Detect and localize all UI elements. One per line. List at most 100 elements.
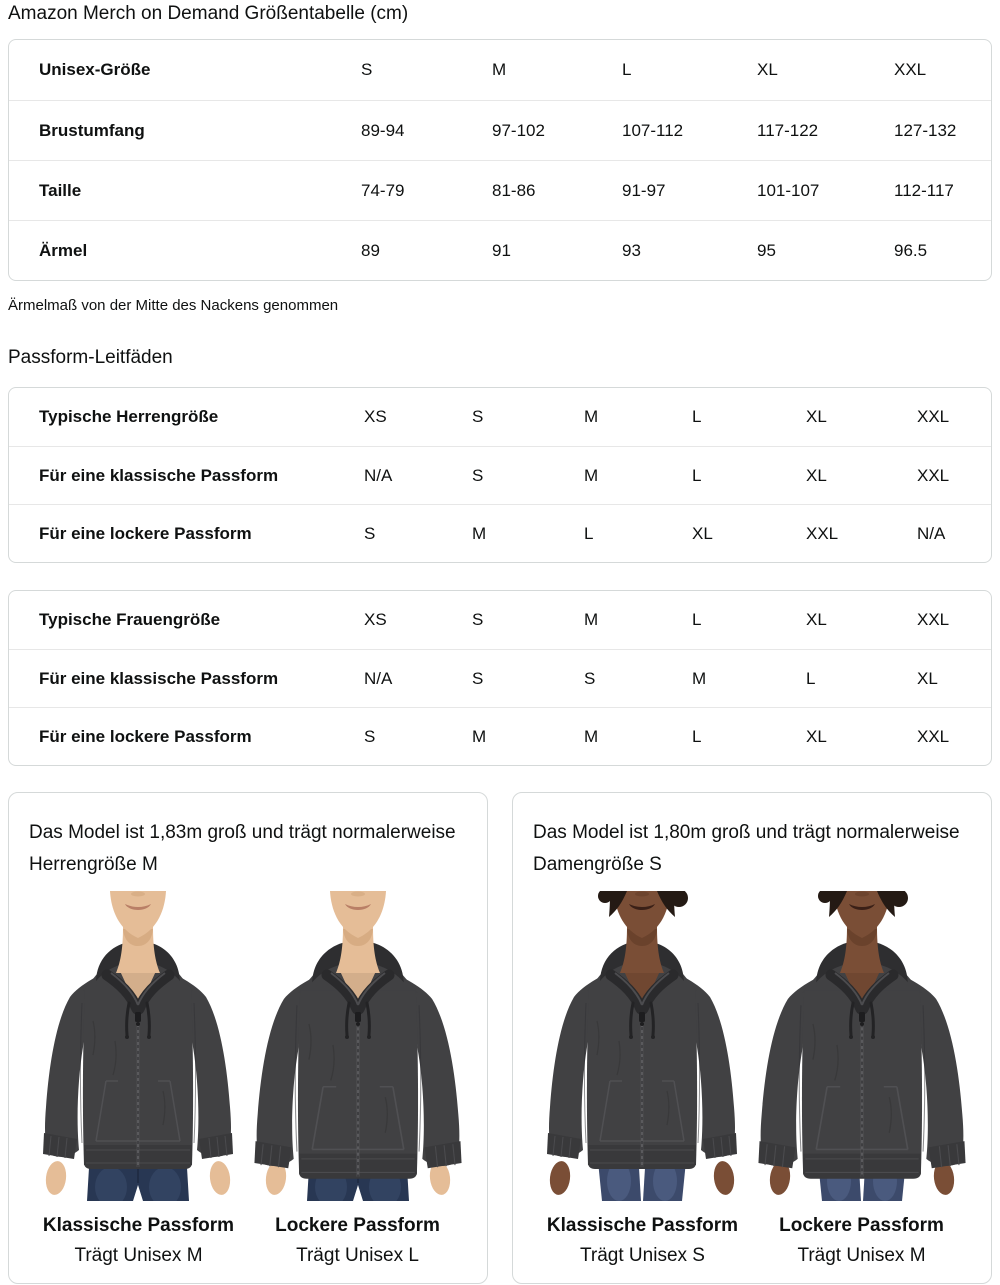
cell: S: [472, 668, 484, 688]
row-label: Typische Herrengröße: [39, 407, 219, 426]
womens-fit-table: Typische Frauengröße XS S M L XL XXL Für…: [8, 590, 992, 766]
cell: XS: [364, 407, 387, 426]
model-photo-male-loose: [250, 891, 466, 1207]
cell: 74-79: [361, 180, 405, 200]
unisex-size-table: Unisex-Größe S M L XL XXL Brustumfang 89…: [8, 39, 992, 281]
table-row-waist: Taille 74-79 81-86 91-97 101-107 112-117: [9, 160, 991, 220]
cell: L: [692, 726, 702, 746]
model-cards: Das Model ist 1,83m groß und trägt norma…: [8, 792, 992, 1284]
cell: N/A: [364, 465, 393, 485]
table-row-loose-fit: Für eine lockere Passform S M L XL XXL N…: [9, 504, 991, 562]
fit-label: Klassische Passform: [546, 1215, 739, 1236]
table-row-classic-fit: Für eine klassische Passform N/A S M L X…: [9, 446, 991, 504]
fit-label: Klassische Passform: [42, 1215, 235, 1236]
cell: M: [584, 726, 599, 746]
cell: 91: [492, 240, 511, 260]
cell: XXL: [806, 523, 839, 543]
row-label: Brustumfang: [39, 120, 145, 140]
col-header: M: [492, 60, 507, 79]
cell: L: [584, 523, 594, 543]
fit-guides-heading: Passform-Leitfäden: [8, 347, 173, 368]
cell: XL: [806, 726, 827, 746]
cell: 101-107: [757, 180, 820, 200]
row-label: Typische Frauengröße: [39, 610, 221, 629]
sleeve-measure-note: Ärmelmaß von der Mitte des Nackens genom…: [8, 297, 339, 314]
cell: 127-132: [894, 120, 957, 140]
cell: L: [692, 465, 702, 485]
cell: XS: [364, 610, 387, 629]
fit-label: Lockere Passform: [275, 1215, 440, 1236]
cell: 96.5: [894, 240, 928, 260]
size-label: Trägt Unisex M: [797, 1245, 926, 1266]
cell: XL: [806, 407, 827, 426]
cell: S: [584, 668, 596, 688]
col-header: XL: [757, 60, 778, 79]
cell: M: [692, 668, 707, 688]
caption-loose: Lockere Passform Trägt Unisex L: [248, 1211, 467, 1271]
col-header: L: [622, 60, 632, 79]
table-row-typical-mens-size: Typische Herrengröße XS S M L XL XXL: [9, 388, 991, 446]
cell: XL: [806, 610, 827, 629]
cell: S: [472, 407, 484, 426]
cell: XXL: [917, 610, 950, 629]
cell: S: [364, 523, 376, 543]
row-label: Für eine klassische Passform: [39, 668, 279, 688]
size-label: Trägt Unisex L: [296, 1245, 419, 1266]
cell: 112-117: [894, 180, 954, 200]
cell: 117-122: [757, 120, 819, 140]
col-header: XXL: [894, 60, 927, 79]
model-photo-female-classic: [534, 889, 750, 1201]
table-row-typical-womens-size: Typische Frauengröße XS S M L XL XXL: [9, 591, 991, 649]
cell: 95: [757, 240, 776, 260]
table-row-loose-fit: Für eine lockere Passform S M M L XL XXL: [9, 707, 991, 765]
cell: XL: [692, 523, 713, 543]
cell: M: [584, 465, 599, 485]
cell: L: [692, 407, 702, 426]
model-description: Das Model ist 1,80m groß und trägt norma…: [533, 822, 960, 875]
table-row-classic-fit: Für eine klassische Passform N/A S S M L…: [9, 649, 991, 707]
col-header: S: [361, 60, 373, 79]
table-row-header: Unisex-Größe S M L XL XXL: [9, 40, 991, 100]
photo-captions: Klassische Passform Trägt Unisex S Locke…: [533, 1211, 971, 1271]
model-description: Das Model ist 1,83m groß und trägt norma…: [29, 822, 456, 875]
cell: 93: [622, 240, 641, 260]
mens-fit-table: Typische Herrengröße XS S M L XL XXL Für…: [8, 387, 992, 563]
caption-classic: Klassische Passform Trägt Unisex M: [29, 1211, 248, 1271]
cell: 89: [361, 240, 380, 260]
model-photos: [533, 889, 971, 1201]
cell: S: [472, 465, 484, 485]
model-photos: [29, 891, 467, 1207]
size-label: Trägt Unisex S: [580, 1245, 705, 1266]
cell: 89-94: [361, 120, 405, 140]
cell: 81-86: [492, 180, 536, 200]
caption-loose: Lockere Passform Trägt Unisex M: [752, 1211, 971, 1271]
mens-model-card: Das Model ist 1,83m groß und trägt norma…: [8, 792, 488, 1284]
cell: L: [692, 610, 702, 629]
cell: XXL: [917, 726, 950, 746]
cell: XL: [917, 668, 938, 688]
cell: XL: [806, 465, 827, 485]
page-title: Amazon Merch on Demand Größentabelle (cm…: [8, 3, 409, 24]
row-label: Taille: [39, 180, 82, 200]
row-label: Unisex-Größe: [39, 60, 151, 79]
size-label: Trägt Unisex M: [74, 1245, 203, 1266]
model-photo-female-loose: [754, 889, 970, 1201]
cell: S: [364, 726, 376, 746]
cell: N/A: [917, 523, 946, 543]
cell: S: [472, 610, 484, 629]
caption-classic: Klassische Passform Trägt Unisex S: [533, 1211, 752, 1271]
cell: M: [584, 610, 599, 629]
table-row-sleeve: Ärmel 89 91 93 95 96.5: [9, 220, 991, 280]
model-photo-male-classic: [30, 891, 246, 1207]
cell: L: [806, 668, 816, 688]
row-label: Für eine klassische Passform: [39, 465, 279, 485]
fit-label: Lockere Passform: [779, 1215, 944, 1236]
row-label: Ärmel: [39, 240, 88, 260]
cell: N/A: [364, 668, 393, 688]
row-label: Für eine lockere Passform: [39, 726, 252, 746]
table-row-chest: Brustumfang 89-94 97-102 107-112 117-122…: [9, 100, 991, 160]
cell: 97-102: [492, 120, 545, 140]
photo-captions: Klassische Passform Trägt Unisex M Locke…: [29, 1211, 467, 1271]
cell: XXL: [917, 407, 950, 426]
